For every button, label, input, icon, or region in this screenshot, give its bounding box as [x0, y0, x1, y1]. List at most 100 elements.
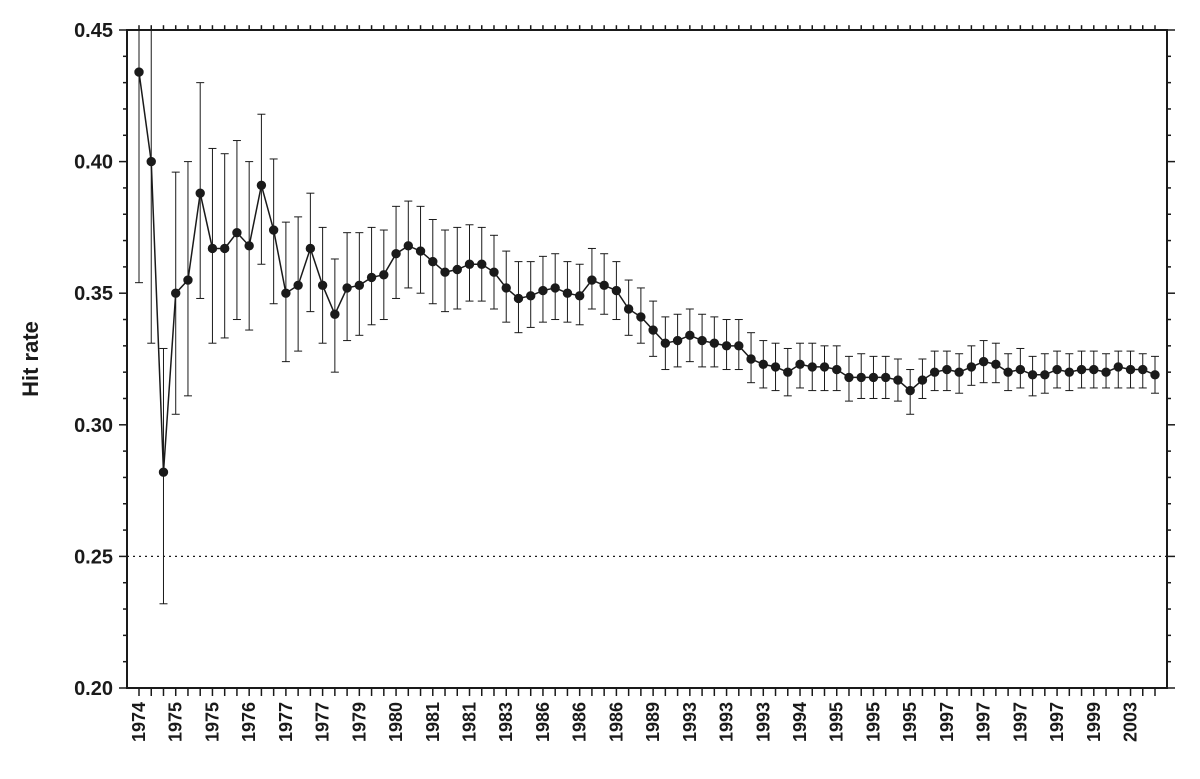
- x-tick-label: 1975: [166, 702, 186, 742]
- x-tick-label: 1976: [239, 702, 259, 742]
- data-point: [490, 268, 498, 276]
- x-tick-label: 1999: [1084, 702, 1104, 742]
- data-point: [502, 284, 510, 292]
- x-tick-label: 1974: [129, 702, 149, 742]
- x-tick-label: 1997: [974, 702, 994, 742]
- data-point: [992, 360, 1000, 368]
- data-point: [612, 286, 620, 294]
- data-point: [771, 363, 779, 371]
- data-point: [796, 360, 804, 368]
- y-tick-label: 0.30: [74, 415, 113, 437]
- x-tick-label: 1975: [202, 702, 222, 742]
- x-tick-label: 1986: [533, 702, 553, 742]
- data-point: [257, 181, 265, 189]
- data-point: [1016, 365, 1024, 373]
- data-point: [184, 276, 192, 284]
- data-point: [429, 257, 437, 265]
- data-point: [294, 281, 302, 289]
- data-point: [575, 292, 583, 300]
- data-point: [722, 342, 730, 350]
- x-tick-label: 1989: [643, 702, 663, 742]
- x-tick-label: 1995: [863, 702, 883, 742]
- data-point: [159, 468, 167, 476]
- data-point: [1139, 365, 1147, 373]
- data-point: [588, 276, 596, 284]
- data-point: [967, 363, 975, 371]
- x-tick-label: 2003: [1121, 702, 1141, 742]
- x-tick-label: 1995: [827, 702, 847, 742]
- x-tick-label: 1993: [680, 702, 700, 742]
- data-point: [808, 363, 816, 371]
- data-point: [918, 376, 926, 384]
- y-tick-label: 0.35: [74, 283, 113, 305]
- data-point: [331, 310, 339, 318]
- data-point: [355, 281, 363, 289]
- data-point: [233, 228, 241, 236]
- x-tick-label: 1993: [753, 702, 773, 742]
- series-line: [139, 72, 1155, 472]
- data-point: [735, 342, 743, 350]
- data-point: [1114, 363, 1122, 371]
- x-tick-label: 1981: [423, 702, 443, 742]
- data-point: [1065, 368, 1073, 376]
- data-point: [196, 189, 204, 197]
- data-point: [857, 373, 865, 381]
- data-point: [392, 250, 400, 258]
- data-point: [710, 339, 718, 347]
- y-tick-label: 0.45: [74, 20, 113, 42]
- data-point: [1090, 365, 1098, 373]
- data-point: [527, 292, 535, 300]
- data-point: [563, 289, 571, 297]
- data-point: [1028, 371, 1036, 379]
- y-tick-label: 0.20: [74, 678, 113, 700]
- x-tick-label: 1986: [570, 702, 590, 742]
- x-tick-label: 1995: [900, 702, 920, 742]
- data-point: [661, 339, 669, 347]
- data-point: [147, 157, 155, 165]
- x-tick-label: 1997: [1010, 702, 1030, 742]
- data-point: [380, 271, 388, 279]
- data-point: [845, 373, 853, 381]
- data-point: [1126, 365, 1134, 373]
- y-axis-label: Hit rate: [18, 321, 43, 397]
- data-point: [906, 386, 914, 394]
- x-tick-label: 1997: [937, 702, 957, 742]
- data-point: [404, 242, 412, 250]
- data-point: [894, 376, 902, 384]
- data-point: [833, 365, 841, 373]
- data-point: [551, 284, 559, 292]
- x-tick-label: 1997: [1047, 702, 1067, 742]
- x-tick-label: 1979: [349, 702, 369, 742]
- plot-border: [127, 30, 1167, 688]
- data-point: [367, 273, 375, 281]
- data-point: [1004, 368, 1012, 376]
- data-point: [514, 294, 522, 302]
- series-group: [135, 4, 1159, 604]
- data-point: [649, 326, 657, 334]
- hit-rate-chart: 0.200.250.300.350.400.45Hit rate19741975…: [0, 0, 1200, 779]
- x-tick-label: 1983: [496, 702, 516, 742]
- data-point: [1053, 365, 1061, 373]
- data-point: [453, 265, 461, 273]
- data-point: [698, 336, 706, 344]
- data-point: [979, 357, 987, 365]
- data-point: [637, 313, 645, 321]
- data-point: [441, 268, 449, 276]
- x-tick-label: 1977: [313, 702, 333, 742]
- data-point: [955, 368, 963, 376]
- data-point: [306, 244, 314, 252]
- data-point: [282, 289, 290, 297]
- data-point: [465, 260, 473, 268]
- data-point: [318, 281, 326, 289]
- y-tick-label: 0.25: [74, 546, 113, 568]
- data-point: [600, 281, 608, 289]
- data-point: [869, 373, 877, 381]
- x-tick-label: 1993: [717, 702, 737, 742]
- data-point: [478, 260, 486, 268]
- x-tick-label: 1977: [276, 702, 296, 742]
- data-point: [673, 336, 681, 344]
- data-point: [820, 363, 828, 371]
- data-point: [539, 286, 547, 294]
- data-point: [747, 355, 755, 363]
- data-point: [208, 244, 216, 252]
